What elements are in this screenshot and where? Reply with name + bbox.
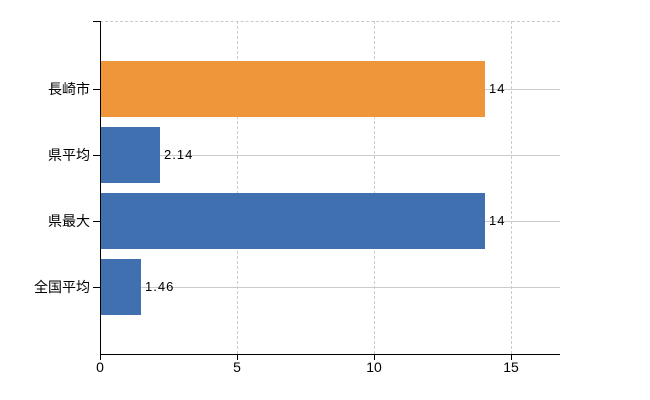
y-axis-tick xyxy=(93,221,100,222)
y-axis-category-label: 全国平均 xyxy=(34,279,90,295)
x-gridline xyxy=(374,21,375,354)
y-axis-category-label: 県平均 xyxy=(48,147,90,163)
bar xyxy=(101,259,141,315)
x-axis-line xyxy=(100,354,560,355)
bar-value-label: 14 xyxy=(489,81,506,96)
y-axis-tick xyxy=(93,89,100,90)
bar-value-label: 1.46 xyxy=(145,279,175,294)
x-axis-tick-label: 15 xyxy=(503,359,519,375)
x-gridline xyxy=(511,21,512,354)
y-axis-tick xyxy=(93,21,100,22)
x-axis-tick xyxy=(511,355,512,360)
bar xyxy=(101,61,485,117)
bar-value-label: 2.14 xyxy=(164,147,194,162)
x-axis-tick-label: 0 xyxy=(96,359,104,375)
bar-value-label: 14 xyxy=(489,213,506,228)
bar xyxy=(101,193,485,249)
x-axis-tick-label: 10 xyxy=(366,359,382,375)
x-axis-tick xyxy=(237,355,238,360)
x-axis-tick-label: 5 xyxy=(233,359,241,375)
x-gridline xyxy=(237,21,238,354)
y-axis-line xyxy=(100,21,101,355)
x-axis-tick xyxy=(100,355,101,360)
x-axis-tick xyxy=(374,355,375,360)
plot-top-border xyxy=(100,21,560,22)
y-axis-tick xyxy=(93,155,100,156)
y-gridline xyxy=(100,155,560,156)
y-axis-category-label: 長崎市 xyxy=(48,81,90,97)
bar xyxy=(101,127,160,183)
y-gridline xyxy=(100,287,560,288)
y-axis-tick xyxy=(93,287,100,288)
y-axis-category-label: 県最大 xyxy=(48,213,90,229)
